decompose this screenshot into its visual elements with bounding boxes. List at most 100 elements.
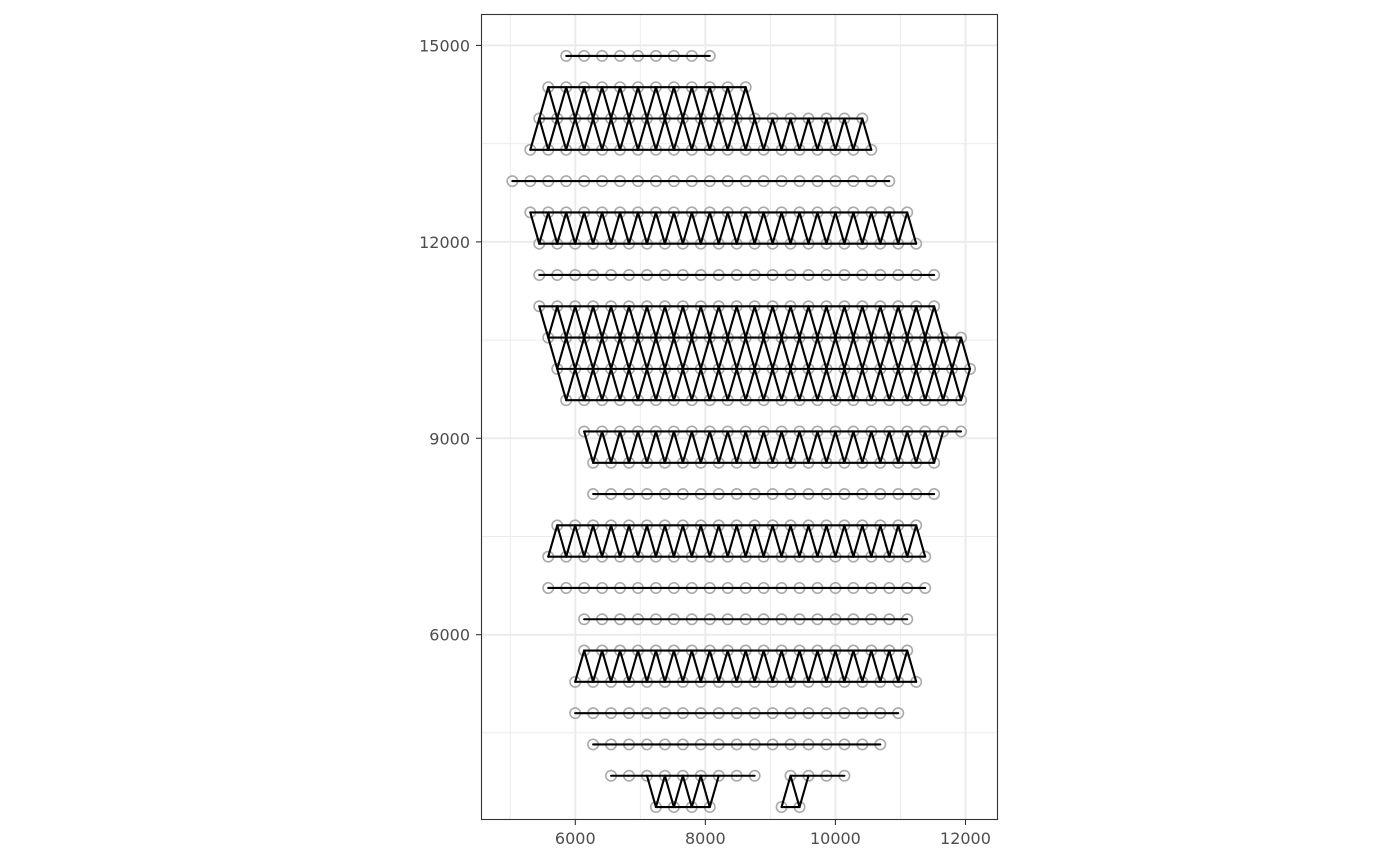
mesh-edge <box>762 211 774 245</box>
mesh-edge <box>681 305 693 339</box>
mesh-edge <box>618 649 631 683</box>
mesh-edge <box>834 367 846 402</box>
mesh-edge <box>807 649 819 683</box>
mesh-edge <box>610 305 622 339</box>
x-tick-label: 8000 <box>685 829 726 848</box>
mesh-edge <box>762 524 774 558</box>
mesh-edge <box>735 305 747 339</box>
mesh-edge <box>681 367 693 402</box>
mesh-edge <box>888 336 900 370</box>
mesh-edge <box>762 117 774 151</box>
mesh-edge <box>897 367 909 402</box>
mesh-edge <box>610 117 622 151</box>
mesh-edge <box>547 211 559 245</box>
mesh-edge <box>708 336 720 370</box>
mesh-edge <box>618 336 631 370</box>
mesh-edge <box>574 86 586 120</box>
mesh-edge <box>807 211 819 245</box>
mesh-edge <box>870 367 882 402</box>
mesh-edge <box>852 336 864 370</box>
mesh-edge <box>834 649 846 683</box>
mesh-edge <box>780 524 792 558</box>
mesh-edge <box>627 524 640 558</box>
mesh-edge <box>726 524 738 558</box>
mesh-edge <box>807 305 819 339</box>
mesh-edge <box>888 305 900 339</box>
mesh-edge <box>654 524 666 558</box>
mesh-edge <box>699 117 711 151</box>
mesh-edge <box>583 305 595 339</box>
mesh-edge <box>699 305 711 339</box>
mesh-edge <box>672 336 684 370</box>
mesh-edge <box>610 649 622 683</box>
mesh-edge <box>574 336 586 370</box>
mesh-edge <box>592 211 604 245</box>
mesh-edge <box>789 430 801 464</box>
mesh-edge <box>897 211 909 245</box>
mesh-edge <box>601 649 613 683</box>
mesh-edge <box>645 430 657 464</box>
mesh-edge <box>816 524 828 558</box>
mesh-edge <box>690 774 702 809</box>
mesh-edge <box>825 305 837 339</box>
mesh-edge <box>897 430 909 464</box>
mesh-edge <box>789 336 801 370</box>
mesh-edge <box>780 117 792 151</box>
mesh-edge <box>798 211 810 245</box>
mesh-edge <box>654 86 666 120</box>
mesh-edge <box>654 336 666 370</box>
mesh-edge <box>834 305 846 339</box>
mesh-edge <box>592 117 604 151</box>
mesh-edge <box>843 211 855 245</box>
mesh-edge <box>762 367 774 402</box>
mesh-edge <box>825 649 837 683</box>
mesh-edge <box>897 649 909 683</box>
mesh-edge <box>592 86 604 120</box>
mesh-edge <box>708 774 720 809</box>
mesh-edge <box>565 524 577 558</box>
mesh-edge <box>592 649 604 683</box>
mesh-edge <box>735 430 747 464</box>
mesh-edge <box>699 774 711 809</box>
mesh-edge <box>798 367 810 402</box>
mesh-edge <box>663 336 675 370</box>
mesh-edge <box>861 211 873 245</box>
mesh-edge <box>610 86 622 120</box>
mesh-edge <box>924 367 936 402</box>
mesh-edge <box>843 367 855 402</box>
mesh-edge <box>762 649 774 683</box>
mesh-edge <box>583 336 595 370</box>
mesh-edge <box>708 305 720 339</box>
mesh-edge <box>708 211 720 245</box>
mesh-edge <box>951 336 963 370</box>
mesh-edge <box>924 336 936 370</box>
mesh-edge <box>879 367 891 402</box>
mesh-edge <box>547 524 559 558</box>
mesh-edge <box>960 336 972 370</box>
mesh-edge <box>726 367 738 402</box>
mesh-edge <box>699 649 711 683</box>
mesh-edge <box>663 430 675 464</box>
mesh-edge <box>654 430 666 464</box>
mesh-edge <box>861 117 873 151</box>
mesh-edge <box>735 649 747 683</box>
mesh-edge <box>681 774 693 809</box>
mesh-edge <box>699 86 711 120</box>
mesh-edge <box>708 367 720 402</box>
mesh-edge <box>699 211 711 245</box>
mesh-edge <box>529 211 541 245</box>
mesh-edge <box>789 524 801 558</box>
mesh-edge <box>861 524 873 558</box>
mesh-edge <box>735 336 747 370</box>
mesh-edge <box>780 430 792 464</box>
x-tick-label: 6000 <box>555 829 596 848</box>
mesh-edge <box>942 336 954 370</box>
mesh-edge <box>547 305 559 339</box>
mesh-edge <box>780 649 792 683</box>
mesh-edge <box>870 336 882 370</box>
mesh-edge <box>672 524 684 558</box>
mesh-edge <box>744 430 756 464</box>
mesh-edge <box>556 336 568 370</box>
mesh-edge <box>610 211 622 245</box>
mesh-edge <box>861 305 873 339</box>
